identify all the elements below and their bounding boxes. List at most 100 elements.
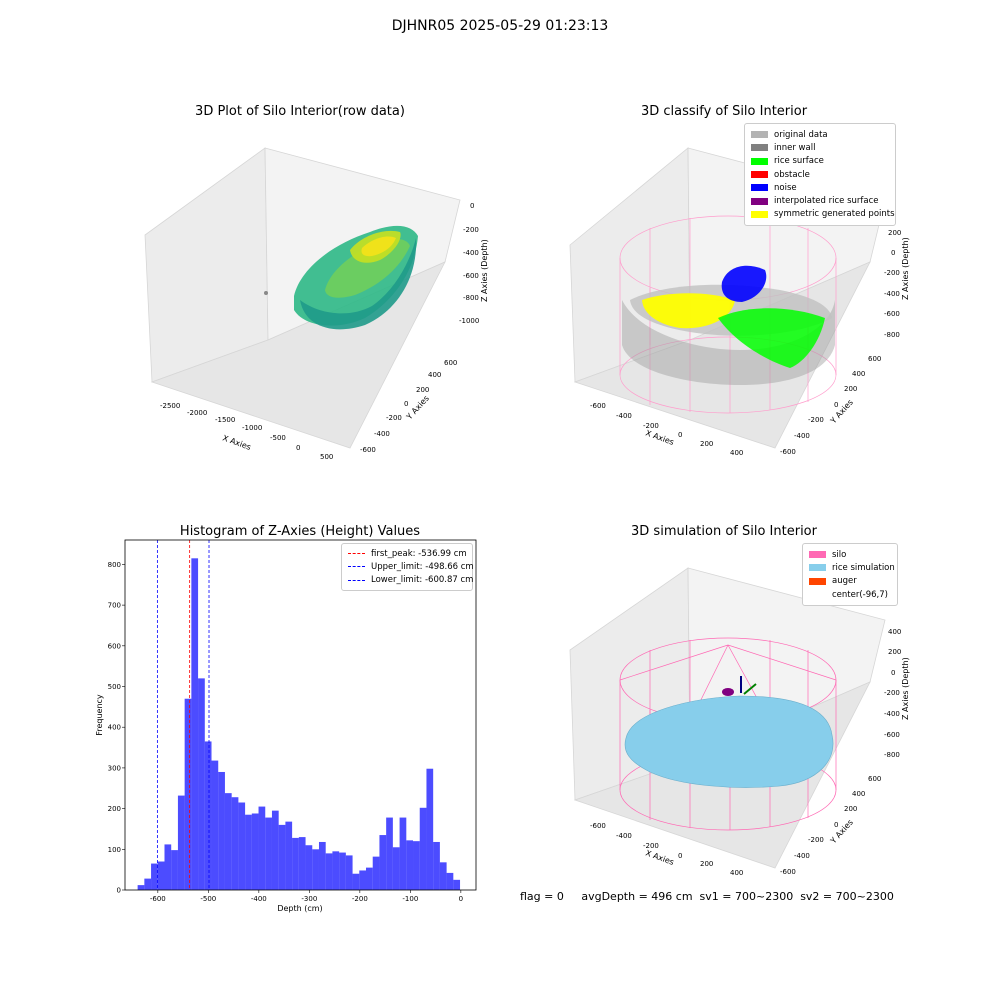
legend-label: auger: [832, 576, 857, 587]
histogram-bar: [265, 817, 272, 890]
panel2-title: 3D classify of Silo Interior: [640, 104, 808, 119]
histogram-bar: [419, 807, 427, 890]
legend-entry-rice-surface: rice surface: [751, 155, 889, 168]
histogram-bar: [392, 847, 400, 890]
p4-ztick: -600: [884, 731, 900, 739]
histogram-y-tick: 200: [108, 805, 121, 813]
p1-ytick: -400: [374, 430, 390, 438]
histogram-y-tick: 800: [108, 561, 121, 569]
panel4-y-label: Y Axies: [828, 818, 855, 846]
panel2-symmetric-points: [642, 293, 735, 329]
p2-ztick: 0: [891, 249, 895, 257]
histogram-bar: [144, 878, 152, 890]
p1-ytick: -600: [360, 446, 376, 454]
histogram-bar: [251, 813, 259, 890]
panel4-title: 3D simulation of Silo Interior: [631, 524, 817, 539]
p4-xtick: 400: [730, 869, 743, 877]
panel2-z-ticks: 200 0 -200 -400 -600 -800: [884, 229, 901, 339]
p2-ytick: -200: [808, 416, 824, 424]
p2-ytick: 400: [852, 370, 865, 378]
legend-swatch: [809, 577, 826, 585]
histogram-y-tick: 0: [117, 887, 121, 895]
p1-ztick: -200: [463, 226, 479, 234]
histogram-bar: [177, 795, 185, 890]
p1-ytick: -200: [386, 414, 402, 422]
p4-ytick: -400: [794, 852, 810, 860]
p1-xtick: -1000: [242, 424, 262, 432]
p1-ztick: 0: [470, 202, 474, 210]
histogram-bar: [433, 841, 440, 890]
p4-ztick: 400: [888, 628, 901, 636]
panel2-z-label: Z Axies (Depth): [901, 237, 910, 300]
histogram-bar: [298, 837, 306, 890]
legend-swatch: [809, 564, 826, 572]
p1-xtick: 0: [296, 444, 300, 452]
p2-ztick: -800: [884, 331, 900, 339]
histogram-x-label: Depth (cm): [277, 904, 322, 913]
histogram-bar: [366, 867, 373, 890]
legend-label: rice simulation: [832, 562, 895, 573]
p2-ztick: 200: [888, 229, 901, 237]
histogram-bar: [278, 824, 286, 890]
panel2-x-ticks: -600 -400 -200 0 200 400: [590, 402, 743, 457]
p1-ytick: 200: [416, 386, 429, 394]
histogram-bar: [157, 861, 165, 890]
status-footer: flag = 0 avgDepth = 496 cm sv1 = 700~230…: [520, 890, 894, 903]
histogram-y-tick: 300: [108, 764, 121, 772]
histogram-bar: [359, 870, 367, 890]
p4-ytick: 0: [834, 821, 838, 829]
histogram-bar: [198, 678, 205, 890]
histogram-axes-frame: [124, 539, 477, 891]
panel1-x-ticks: -2500 -2000 -1500 -1000 -500 0 500: [160, 402, 333, 461]
p1-ztick: -1000: [459, 317, 479, 325]
p1-ytick: 400: [428, 371, 441, 379]
legend-swatch: [751, 197, 768, 205]
histogram-y-label: Frequency: [95, 694, 104, 736]
histogram-bar: [399, 817, 407, 890]
histogram-chart: 0 100 200 300 400 500 600 700 800 -600 -500 -400 -3…: [95, 539, 477, 913]
panel2-noise: [721, 265, 767, 302]
histogram-bar: [164, 844, 172, 890]
histogram-bar: [325, 853, 333, 890]
legend-swatch: [751, 144, 768, 152]
panel4-rice-simulation: [624, 695, 834, 788]
p1-ytick: 0: [404, 400, 408, 408]
legend-label: original data: [774, 129, 828, 140]
p4-ztick: -400: [884, 710, 900, 718]
histogram-bar: [285, 821, 293, 890]
histogram-bar: [332, 851, 340, 890]
histogram-bar: [204, 741, 212, 890]
panel1-z-ticks: 0 -200 -400 -600 -800 -1000: [459, 202, 479, 325]
figure-title: DJHNR05 2025-05-29 01:23:13: [391, 18, 609, 34]
panel1-x-label: X Axies: [221, 433, 252, 452]
histogram-bar: [137, 885, 145, 890]
histogram-bar: [446, 872, 454, 890]
legend-swatch: [751, 184, 768, 192]
panel4-z-label: Z Axies (Depth): [901, 657, 910, 720]
histogram-bar: [184, 698, 192, 890]
histogram-bar: [372, 856, 380, 890]
panel4-y-ticks: -600 -400 -200 0 200 400 600: [780, 775, 881, 876]
legend-label: Lower_limit: -600.87 cm: [371, 575, 474, 586]
p2-ztick: -200: [884, 269, 900, 277]
histogram-y-tick: 500: [108, 683, 121, 691]
p4-xtick: -400: [616, 832, 632, 840]
panel2-silo-wireframe: [619, 215, 837, 414]
histogram-bar: [386, 817, 393, 890]
panel4-legend: silo rice simulation auger center(-96,7): [802, 543, 898, 607]
p4-ytick: 200: [844, 805, 857, 813]
histogram-bar: [238, 802, 246, 890]
histogram-bar: [171, 850, 178, 890]
histogram-y-tick: 600: [108, 642, 121, 650]
legend-entry-interpolated: interpolated rice surface: [751, 194, 889, 207]
histogram-bar: [305, 845, 313, 890]
histogram-bar: [211, 760, 219, 890]
panel4-3d-plot: -600 -400 -200 0 200 400 -600 -400 -200 …: [569, 567, 910, 877]
histogram-legend: first_peak: -536.99 cm Upper_limit: -498…: [341, 543, 474, 591]
panel2-y-label: Y Axies: [828, 398, 855, 426]
panel2-legend: original data inner wall rice surface ob…: [744, 123, 896, 227]
p4-ztick: 200: [888, 648, 901, 656]
histogram-x-tick: -500: [200, 895, 216, 903]
panel4-x-ticks: -600 -400 -200 0 200 400: [590, 822, 743, 877]
panel1-3d-plot: -2500 -2000 -1500 -1000 -500 0 500 -600 …: [144, 147, 489, 461]
